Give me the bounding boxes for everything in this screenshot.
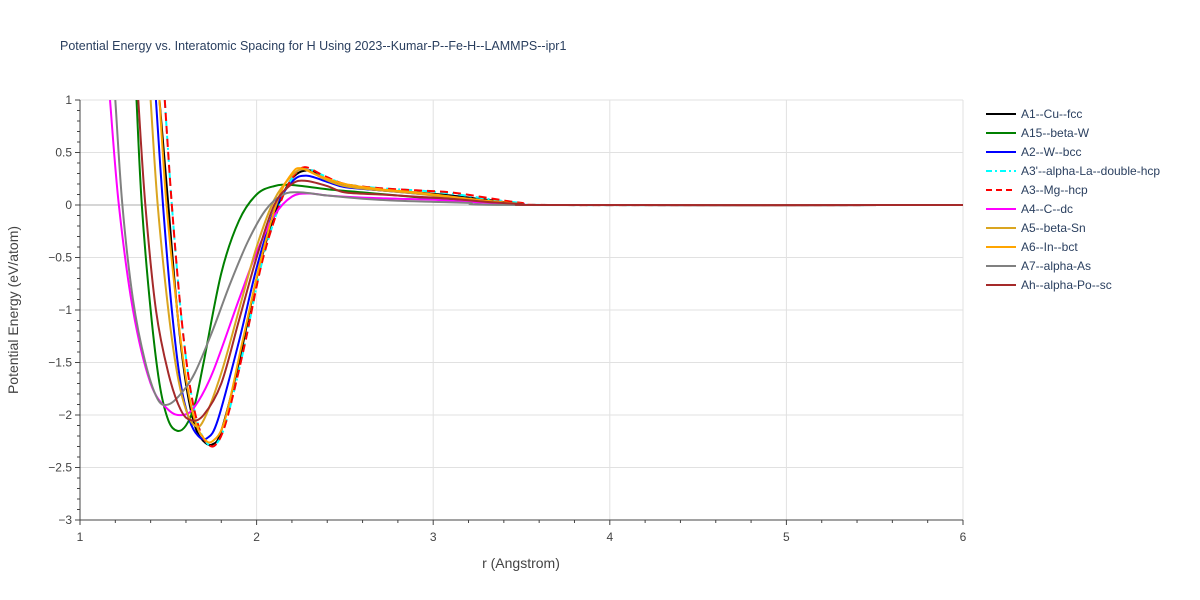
x-tick-label: 5 (783, 530, 790, 544)
legend-item-label: A3'--alpha-La--double-hcp (1021, 164, 1160, 178)
y-tick-label: 0.5 (55, 146, 72, 160)
legend-item-label: A1--Cu--fcc (1021, 107, 1082, 121)
y-axis-title: Potential Energy (eV/atom) (5, 226, 21, 394)
chart-title: Potential Energy vs. Interatomic Spacing… (60, 39, 566, 53)
x-tick-label: 2 (253, 530, 260, 544)
y-axis-ticks: −3 −2.5 −2 −1.5 −1 −0.5 0 0.5 1 (48, 93, 81, 527)
legend-item-label: A6--In--bct (1021, 240, 1078, 254)
x-tick-label: 1 (77, 530, 84, 544)
y-tick-label: −2 (58, 408, 72, 422)
series-line-9 (137, 100, 963, 422)
legend-item-label: Ah--alpha-Po--sc (1021, 278, 1112, 292)
y-tick-label: −1 (58, 303, 72, 317)
legend: A1--Cu--fcc A15--beta-W A2--W--bcc A3'--alp… (986, 107, 1160, 292)
y-tick-label: 1 (65, 93, 72, 107)
y-tick-label: −0.5 (48, 251, 72, 265)
x-tick-label: 6 (960, 530, 967, 544)
series-lines (109, 100, 963, 448)
x-axis-title: r (Angstrom) (482, 555, 560, 571)
legend-item-label: A4--C--dc (1021, 202, 1073, 216)
x-tick-label: 3 (430, 530, 437, 544)
series-line-8 (114, 100, 963, 407)
legend-item-label: A3--Mg--hcp (1021, 183, 1088, 197)
legend-item-label: A5--beta-Sn (1021, 221, 1086, 235)
legend-item-label: A2--W--bcc (1021, 145, 1081, 159)
y-tick-label: −3 (58, 513, 72, 527)
series-line-3 (163, 100, 963, 448)
y-tick-label: −1.5 (48, 356, 72, 370)
legend-item-label: A15--beta-W (1021, 126, 1090, 140)
y-tick-label: −2.5 (48, 461, 72, 475)
y-tick-label: 0 (65, 198, 72, 212)
legend-item-label: A7--alpha-As (1021, 259, 1091, 273)
x-tick-label: 4 (606, 530, 613, 544)
x-axis-ticks: 1 2 3 4 5 6 (77, 519, 967, 544)
